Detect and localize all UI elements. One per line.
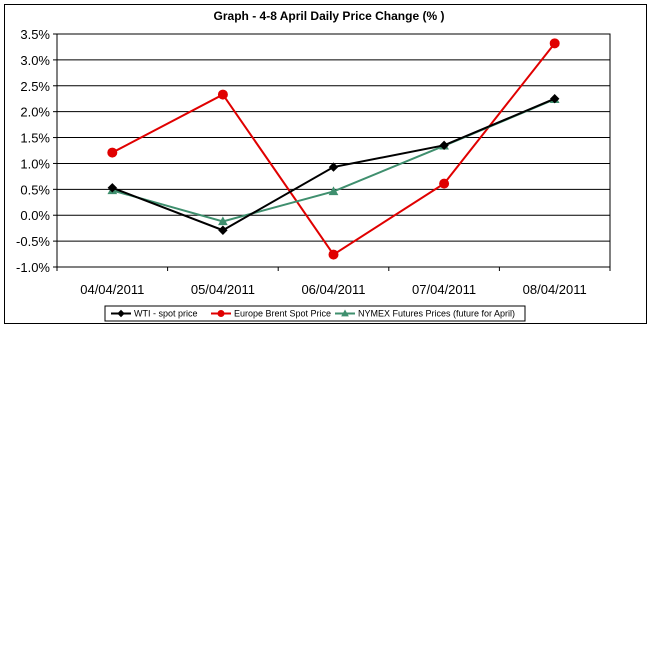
chart-title: Graph - 4-8 April Daily Price Change (% … xyxy=(214,9,445,23)
chart-frame: Graph - 4-8 April Daily Price Change (% … xyxy=(4,4,647,324)
y-tick-label: 2.5% xyxy=(20,79,50,94)
data-point xyxy=(439,178,450,189)
legend: WTI - spot price Europe Brent Spot Price N… xyxy=(104,305,526,322)
y-tick-label: -1.0% xyxy=(16,260,50,275)
x-tick-label: 05/04/2011 xyxy=(191,282,255,297)
x-tick-label: 06/04/2011 xyxy=(301,282,365,297)
legend-label: WTI - spot price xyxy=(134,309,198,319)
data-point xyxy=(107,183,118,193)
x-tick-label: 04/04/2011 xyxy=(80,282,144,297)
y-tick-label: 2.0% xyxy=(20,105,50,120)
x-axis: 04/04/2011 05/04/2011 06/04/2011 07/04/2011… xyxy=(56,267,611,297)
data-point xyxy=(341,309,349,317)
data-point xyxy=(117,309,125,318)
data-point xyxy=(217,89,228,100)
y-tick-label: 0.0% xyxy=(20,208,50,223)
data-point xyxy=(328,162,339,172)
y-tick-label: 3.5% xyxy=(20,27,50,42)
data-point xyxy=(218,216,228,226)
data-point xyxy=(217,310,225,317)
data-point xyxy=(218,225,228,235)
y-axis: 3.5% 3.0% 2.5% 2.0% 1.5% 1.0% 0.5% 0.0% -0.5% -1.… xyxy=(16,27,57,275)
legend-label: NYMEX Futures Prices (future for April) xyxy=(358,309,515,319)
y-tick-label: 1.5% xyxy=(20,131,50,146)
x-tick-label: 08/04/2011 xyxy=(523,282,587,297)
x-tick-label: 07/04/2011 xyxy=(412,282,476,297)
data-point xyxy=(328,249,339,260)
y-tick-label: 3.0% xyxy=(20,53,50,68)
data-point xyxy=(549,94,560,104)
y-tick-label: -0.5% xyxy=(16,234,50,249)
series-layer xyxy=(107,38,560,260)
line-chart: Graph - 4-8 April Daily Price Change (% … xyxy=(16,9,611,322)
data-point xyxy=(549,38,560,49)
y-tick-label: 1.0% xyxy=(20,156,50,171)
plot-area xyxy=(56,33,611,268)
data-point xyxy=(328,186,339,196)
legend-box xyxy=(104,305,526,322)
data-point xyxy=(439,140,449,151)
y-tick-label: 0.5% xyxy=(20,182,50,197)
legend-label: Europe Brent Spot Price xyxy=(234,309,331,319)
data-point xyxy=(107,147,118,158)
